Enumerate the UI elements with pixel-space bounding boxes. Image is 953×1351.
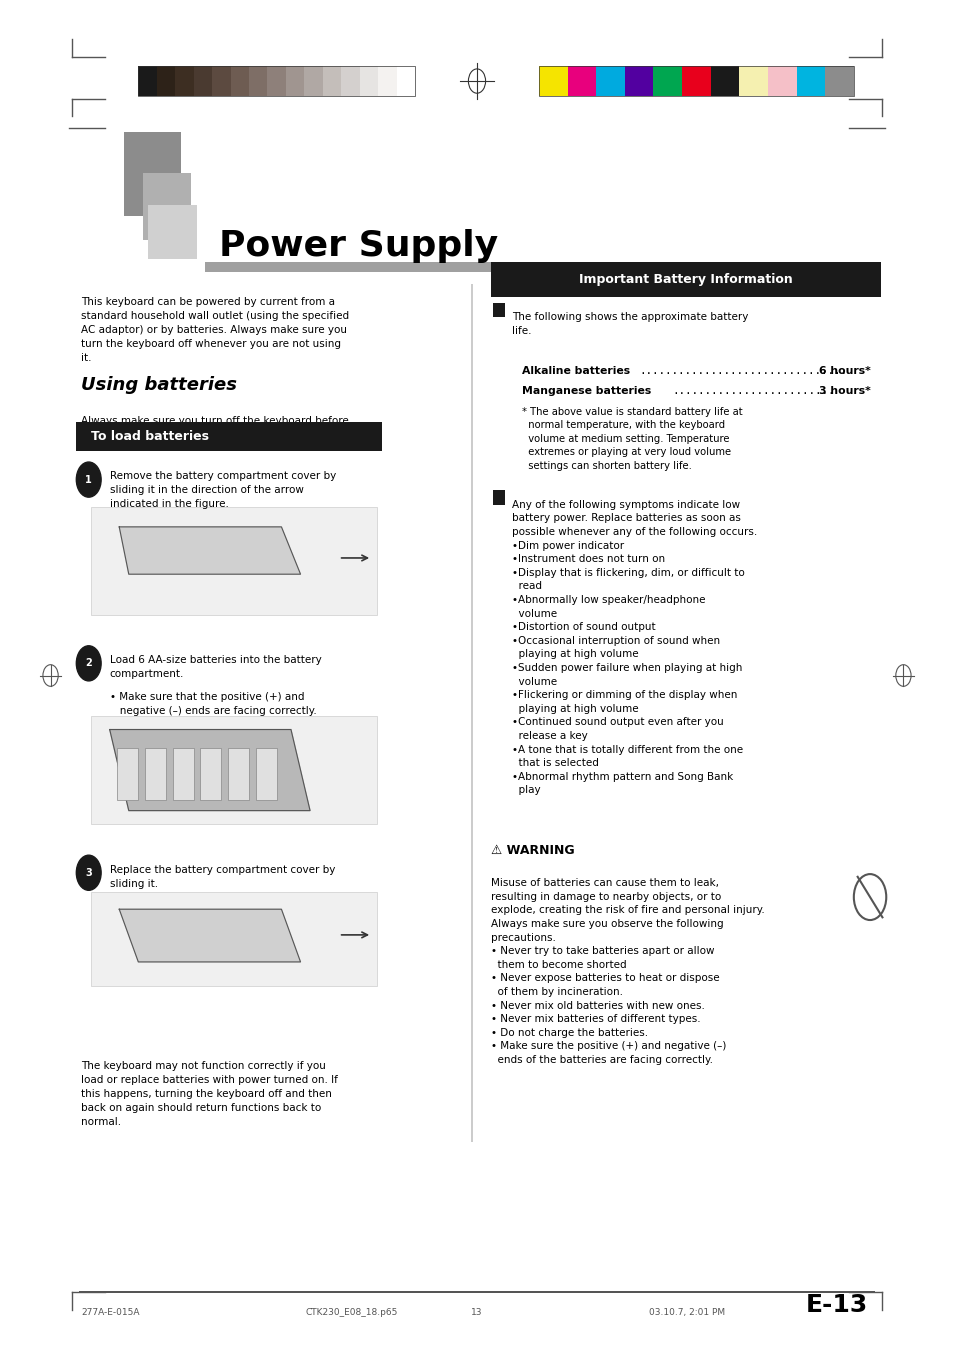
Text: 1: 1 <box>85 474 92 485</box>
Bar <box>91 716 376 824</box>
Bar <box>231 66 249 96</box>
Bar <box>138 66 415 96</box>
Bar <box>200 748 221 800</box>
Text: 277A-E-015A: 277A-E-015A <box>81 1308 139 1317</box>
Text: The keyboard may not function correctly if you
load or replace batteries with po: The keyboard may not function correctly … <box>81 1061 337 1127</box>
Polygon shape <box>110 730 310 811</box>
Text: Misuse of batteries can cause them to leak,
resulting in damage to nearby object: Misuse of batteries can cause them to le… <box>491 878 764 1065</box>
Polygon shape <box>119 527 300 574</box>
Circle shape <box>76 646 101 681</box>
Bar <box>172 748 193 800</box>
Bar <box>304 66 322 96</box>
Text: ................................: ................................ <box>639 366 846 376</box>
Bar <box>739 66 767 96</box>
Text: To load batteries: To load batteries <box>91 430 209 443</box>
Bar <box>653 66 681 96</box>
Text: This keyboard can be powered by current from a
standard household wall outlet (u: This keyboard can be powered by current … <box>81 297 349 363</box>
Text: Manganese batteries: Manganese batteries <box>521 386 650 396</box>
Text: • Make sure that the positive (+) and
   negative (–) ends are facing correctly.: • Make sure that the positive (+) and ne… <box>110 692 316 716</box>
Text: The following shows the approximate battery
life.: The following shows the approximate batt… <box>512 312 748 336</box>
Text: 2: 2 <box>85 658 92 669</box>
Text: Remove the battery compartment cover by
sliding it in the direction of the arrow: Remove the battery compartment cover by … <box>110 471 335 509</box>
Bar <box>79 1292 874 1293</box>
Bar <box>117 748 138 800</box>
Bar <box>538 66 567 96</box>
Bar <box>567 66 596 96</box>
Bar <box>91 892 376 986</box>
Bar <box>255 748 276 800</box>
Text: * The above value is standard battery life at
  normal temperature, with the key: * The above value is standard battery li… <box>521 407 741 471</box>
Text: Important Battery Information: Important Battery Information <box>578 273 792 286</box>
Bar <box>138 66 156 96</box>
Text: 3: 3 <box>85 867 92 878</box>
Text: .........................: ......................... <box>672 386 834 396</box>
Text: Alkaline batteries: Alkaline batteries <box>521 366 629 376</box>
Bar <box>341 66 359 96</box>
Bar <box>145 748 166 800</box>
Bar <box>148 205 197 259</box>
Bar <box>596 66 624 96</box>
Bar <box>267 66 286 96</box>
Bar <box>193 66 212 96</box>
Text: CTK230_E08_18.p65: CTK230_E08_18.p65 <box>305 1308 397 1317</box>
Bar <box>205 262 853 272</box>
Circle shape <box>76 855 101 890</box>
Text: 3 hours*: 3 hours* <box>819 386 870 396</box>
Bar <box>538 66 853 96</box>
Bar <box>143 173 191 240</box>
Bar <box>124 132 181 216</box>
Bar <box>228 748 249 800</box>
Bar <box>156 66 175 96</box>
Bar <box>491 262 880 297</box>
Bar <box>212 66 231 96</box>
Bar <box>493 303 504 317</box>
Bar <box>824 66 853 96</box>
Text: Any of the following symptoms indicate low
battery power. Replace batteries as s: Any of the following symptoms indicate l… <box>512 500 757 796</box>
Bar <box>681 66 710 96</box>
Bar <box>286 66 304 96</box>
Bar <box>710 66 739 96</box>
Bar <box>249 66 267 96</box>
Bar <box>471 284 473 1142</box>
Bar <box>76 422 381 451</box>
Bar <box>175 66 193 96</box>
Text: Load 6 AA-size batteries into the battery
compartment.: Load 6 AA-size batteries into the batter… <box>110 655 321 680</box>
Polygon shape <box>119 909 300 962</box>
Bar <box>359 66 377 96</box>
Text: Power Supply: Power Supply <box>219 228 498 263</box>
Bar <box>91 507 376 615</box>
Circle shape <box>76 462 101 497</box>
Bar <box>767 66 796 96</box>
Bar <box>624 66 653 96</box>
Text: 03.10.7, 2:01 PM: 03.10.7, 2:01 PM <box>648 1308 724 1317</box>
Text: Using batteries: Using batteries <box>81 376 237 393</box>
Bar <box>322 66 341 96</box>
Text: ⚠ WARNING: ⚠ WARNING <box>491 844 575 858</box>
Text: 13: 13 <box>471 1308 482 1317</box>
Bar <box>396 66 415 96</box>
Text: Replace the battery compartment cover by
sliding it.: Replace the battery compartment cover by… <box>110 865 335 889</box>
Text: 6 hours*: 6 hours* <box>819 366 870 376</box>
Bar <box>796 66 824 96</box>
Bar <box>493 490 504 505</box>
Text: Always make sure you turn off the keyboard before
loading or replacing batteries: Always make sure you turn off the keyboa… <box>81 416 349 440</box>
Bar <box>377 66 396 96</box>
Text: E-13: E-13 <box>805 1293 867 1317</box>
